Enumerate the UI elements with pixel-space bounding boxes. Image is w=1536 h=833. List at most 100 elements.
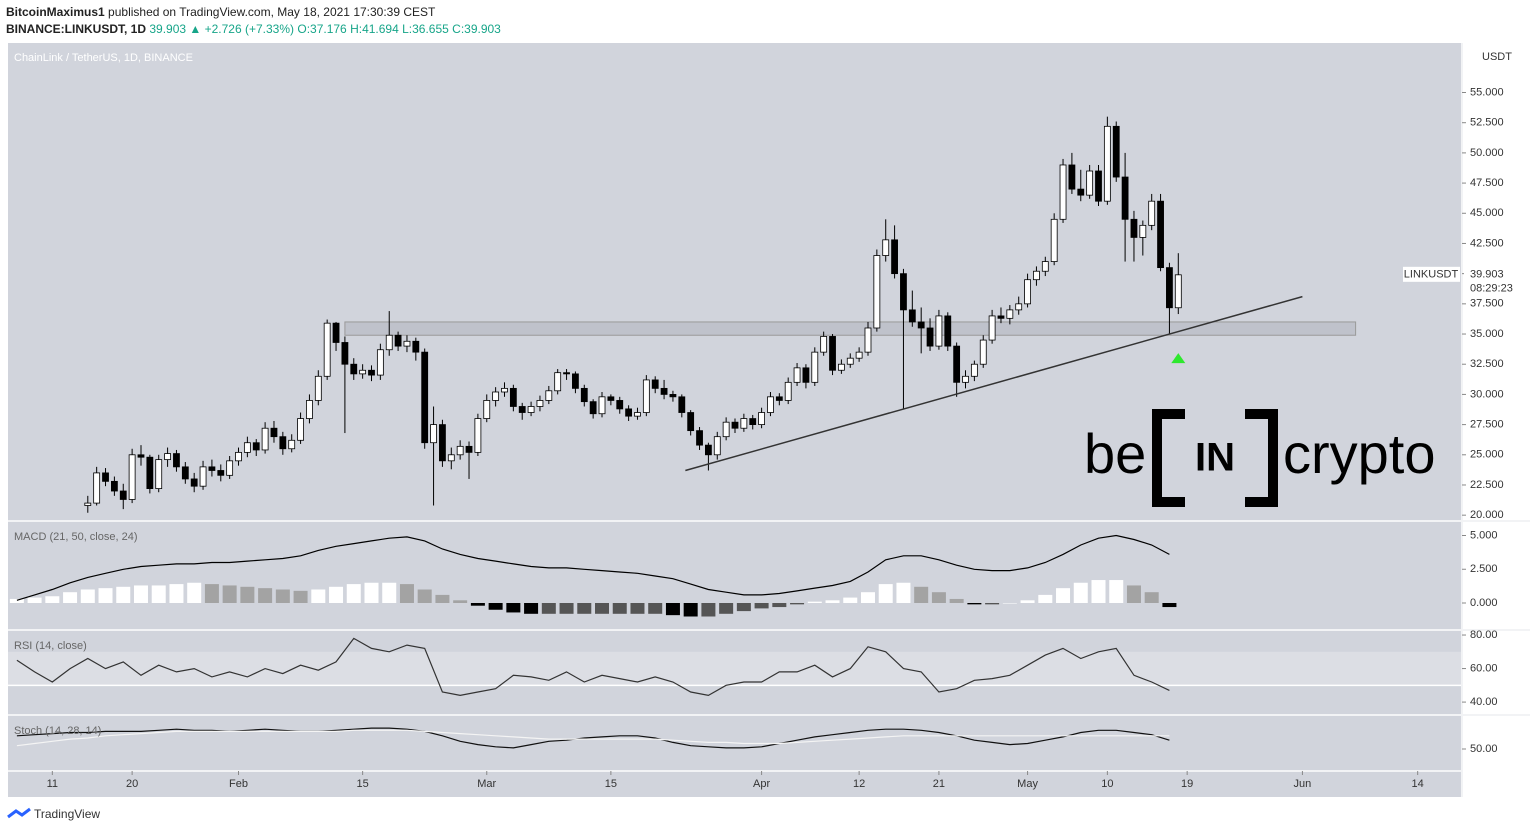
histogram-bar [878, 584, 893, 603]
candle-body [164, 453, 171, 461]
histogram-bar [790, 603, 805, 605]
candle-body [199, 466, 207, 487]
candle-body [208, 466, 216, 471]
histogram-bar [577, 603, 592, 614]
chart-background [8, 43, 1462, 770]
candle-body [341, 342, 349, 365]
candle-body [173, 453, 180, 468]
histogram-bar [1073, 582, 1088, 603]
candle-body [181, 466, 189, 480]
candle-body [970, 363, 978, 377]
candle-body [962, 375, 969, 383]
x-tick-label: 20 [126, 778, 138, 790]
candle-body [332, 322, 340, 343]
histogram-bar [985, 603, 1000, 605]
x-tick-label: Feb [229, 778, 248, 790]
histogram-bar [63, 592, 78, 603]
header: BitcoinMaximus1 published on TradingView… [6, 4, 501, 38]
x-tick-label: 11 [47, 778, 58, 790]
histogram-bar [311, 589, 326, 603]
x-tick-label: May [1017, 778, 1038, 790]
indicator-line [16, 637, 1170, 697]
histogram-bar [204, 584, 219, 603]
y-tick-label: 20.000 [1470, 509, 1504, 521]
y-tick-label: 55.000 [1470, 86, 1504, 98]
candle-body [323, 322, 331, 377]
histogram-bar [949, 598, 964, 603]
candle-body [855, 351, 863, 359]
x-tick-label: Jun [1294, 778, 1312, 790]
histogram-bar [931, 592, 946, 603]
histogram-bar [258, 588, 273, 603]
candle-body [669, 394, 677, 398]
candle-body [917, 321, 925, 329]
candle-body [713, 436, 721, 456]
candle-body [359, 369, 367, 375]
histogram-bar [80, 589, 95, 603]
resistance-zone [344, 321, 1357, 336]
candle-body [1121, 176, 1129, 220]
candle-body [279, 436, 287, 450]
y-tick-label: 80.00 [1470, 629, 1498, 641]
candle-body [518, 406, 526, 413]
histogram-bar [1056, 588, 1071, 603]
candle-body [226, 460, 234, 476]
histogram-bar [1162, 603, 1177, 608]
y-tick-label: 32.500 [1470, 358, 1504, 370]
candle-body [483, 400, 491, 419]
pane-title: MACD (21, 50, close, 24) [14, 531, 138, 543]
histogram-bar [382, 582, 397, 603]
candle-body [563, 372, 570, 375]
x-tick-label: 19 [1181, 778, 1193, 790]
rsi-band [8, 651, 1462, 686]
histogram-bar [860, 592, 875, 603]
histogram-bar [506, 603, 521, 613]
histogram-bar [665, 603, 680, 616]
candle-body [235, 451, 242, 462]
candle-body [935, 315, 943, 347]
candle-body [926, 327, 934, 347]
histogram-bar [701, 603, 716, 617]
histogram-bar [595, 603, 610, 614]
candle-body [979, 339, 987, 365]
y-tick-label: 35.000 [1470, 328, 1504, 340]
histogram-bar [169, 584, 184, 603]
symbol: BINANCE:LINKUSDT, 1D [6, 22, 147, 36]
y-tick-label: 5.000 [1470, 529, 1498, 541]
candle-body [1033, 270, 1040, 281]
histogram-bar [825, 600, 840, 603]
candle-body [572, 373, 579, 389]
histogram-bar [329, 586, 344, 603]
histogram-bar [896, 582, 911, 603]
histogram-bar [843, 597, 858, 603]
histogram-bar [648, 603, 663, 614]
quote-line: BINANCE:LINKUSDT, 1D 39.903 ▲ +2.726 (+7… [6, 21, 501, 38]
candle-body [908, 309, 916, 323]
candle-body [1174, 274, 1182, 309]
y-tick-label: 50.00 [1470, 743, 1498, 755]
histogram-bar [470, 603, 485, 606]
histogram-bar [1126, 585, 1141, 603]
histogram-bar [293, 590, 308, 603]
y-tick-label: 45.000 [1470, 207, 1504, 219]
histogram-bar [98, 588, 113, 603]
candle-body [243, 442, 251, 453]
candle-body [102, 472, 109, 482]
y-tick-label: 27.500 [1470, 419, 1504, 431]
candle-body [589, 401, 597, 415]
candle-body [492, 391, 500, 401]
candle-body [651, 379, 659, 389]
histogram-bar [364, 582, 379, 603]
candle-body [137, 454, 145, 458]
candle-body [616, 400, 624, 410]
x-tick-label: Apr [753, 778, 770, 790]
logo-in: IN [1195, 436, 1235, 480]
candle-body [944, 315, 952, 347]
x-tick-label: 12 [853, 778, 865, 790]
histogram-bar [914, 586, 929, 603]
candle-body [217, 470, 225, 476]
histogram-bar [9, 598, 24, 603]
candle-body [722, 421, 730, 438]
histogram-bar [1109, 580, 1124, 603]
